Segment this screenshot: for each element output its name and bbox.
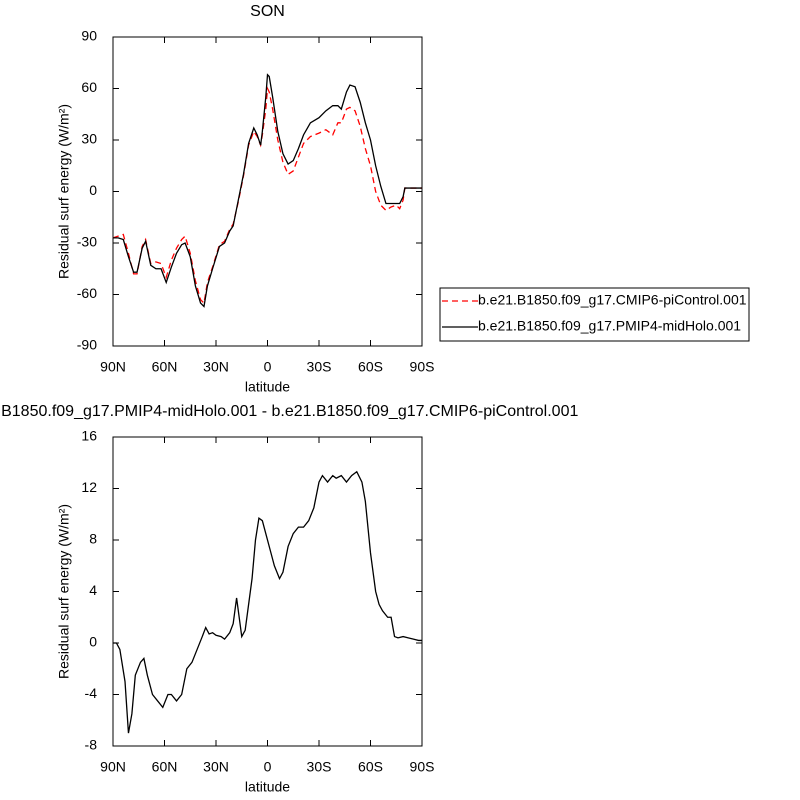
x-axis-label: latitude bbox=[245, 379, 290, 395]
y-tick-label: 90 bbox=[81, 28, 97, 44]
chart-title: b.e21.B1850.f09_g17.PMIP4-midHolo.001 - … bbox=[0, 403, 578, 420]
y-tick-label: 12 bbox=[81, 479, 97, 495]
data-line bbox=[113, 470, 422, 734]
y-tick-label: 30 bbox=[81, 131, 97, 147]
y-tick-label: 0 bbox=[89, 182, 97, 198]
x-axis-label: latitude bbox=[245, 779, 290, 795]
x-tick-label: 0 bbox=[264, 759, 272, 775]
x-tick-label: 90S bbox=[410, 359, 435, 375]
x-tick-label: 60S bbox=[358, 759, 383, 775]
y-tick-label: -90 bbox=[77, 337, 97, 353]
data-line bbox=[112, 86, 422, 305]
x-tick-label: 30N bbox=[203, 759, 229, 775]
y-tick-label: 60 bbox=[81, 79, 97, 95]
x-tick-label: 90S bbox=[410, 759, 435, 775]
x-tick-label: 30N bbox=[203, 359, 229, 375]
y-tick-label: 4 bbox=[89, 582, 97, 598]
y-axis-label: Residual surf energy (W/m²) bbox=[56, 504, 72, 679]
legend-label: b.e21.B1850.f09_g17.PMIP4-midHolo.001 bbox=[478, 318, 741, 334]
x-tick-label: 0 bbox=[264, 359, 272, 375]
y-tick-label: -8 bbox=[85, 737, 98, 753]
data-line bbox=[113, 73, 422, 308]
x-tick-label: 90N bbox=[100, 759, 126, 775]
y-tick-label: 8 bbox=[89, 531, 97, 547]
y-axis-label: Residual surf energy (W/m²) bbox=[56, 104, 72, 279]
x-tick-label: 30S bbox=[307, 759, 332, 775]
legend-box bbox=[439, 287, 750, 342]
x-tick-label: 90N bbox=[100, 359, 126, 375]
x-tick-label: 60N bbox=[152, 759, 178, 775]
y-tick-label: -60 bbox=[77, 285, 97, 301]
x-tick-label: 60S bbox=[358, 359, 383, 375]
chart-title: SON bbox=[250, 3, 285, 20]
x-tick-label: 30S bbox=[307, 359, 332, 375]
y-tick-label: -4 bbox=[85, 685, 98, 701]
legend-label: b.e21.B1850.f09_g17.CMIP6-piControl.001 bbox=[478, 292, 747, 308]
y-tick-label: 16 bbox=[81, 428, 97, 444]
y-tick-label: -30 bbox=[77, 234, 97, 250]
x-tick-label: 60N bbox=[152, 359, 178, 375]
y-tick-label: 0 bbox=[89, 634, 97, 650]
